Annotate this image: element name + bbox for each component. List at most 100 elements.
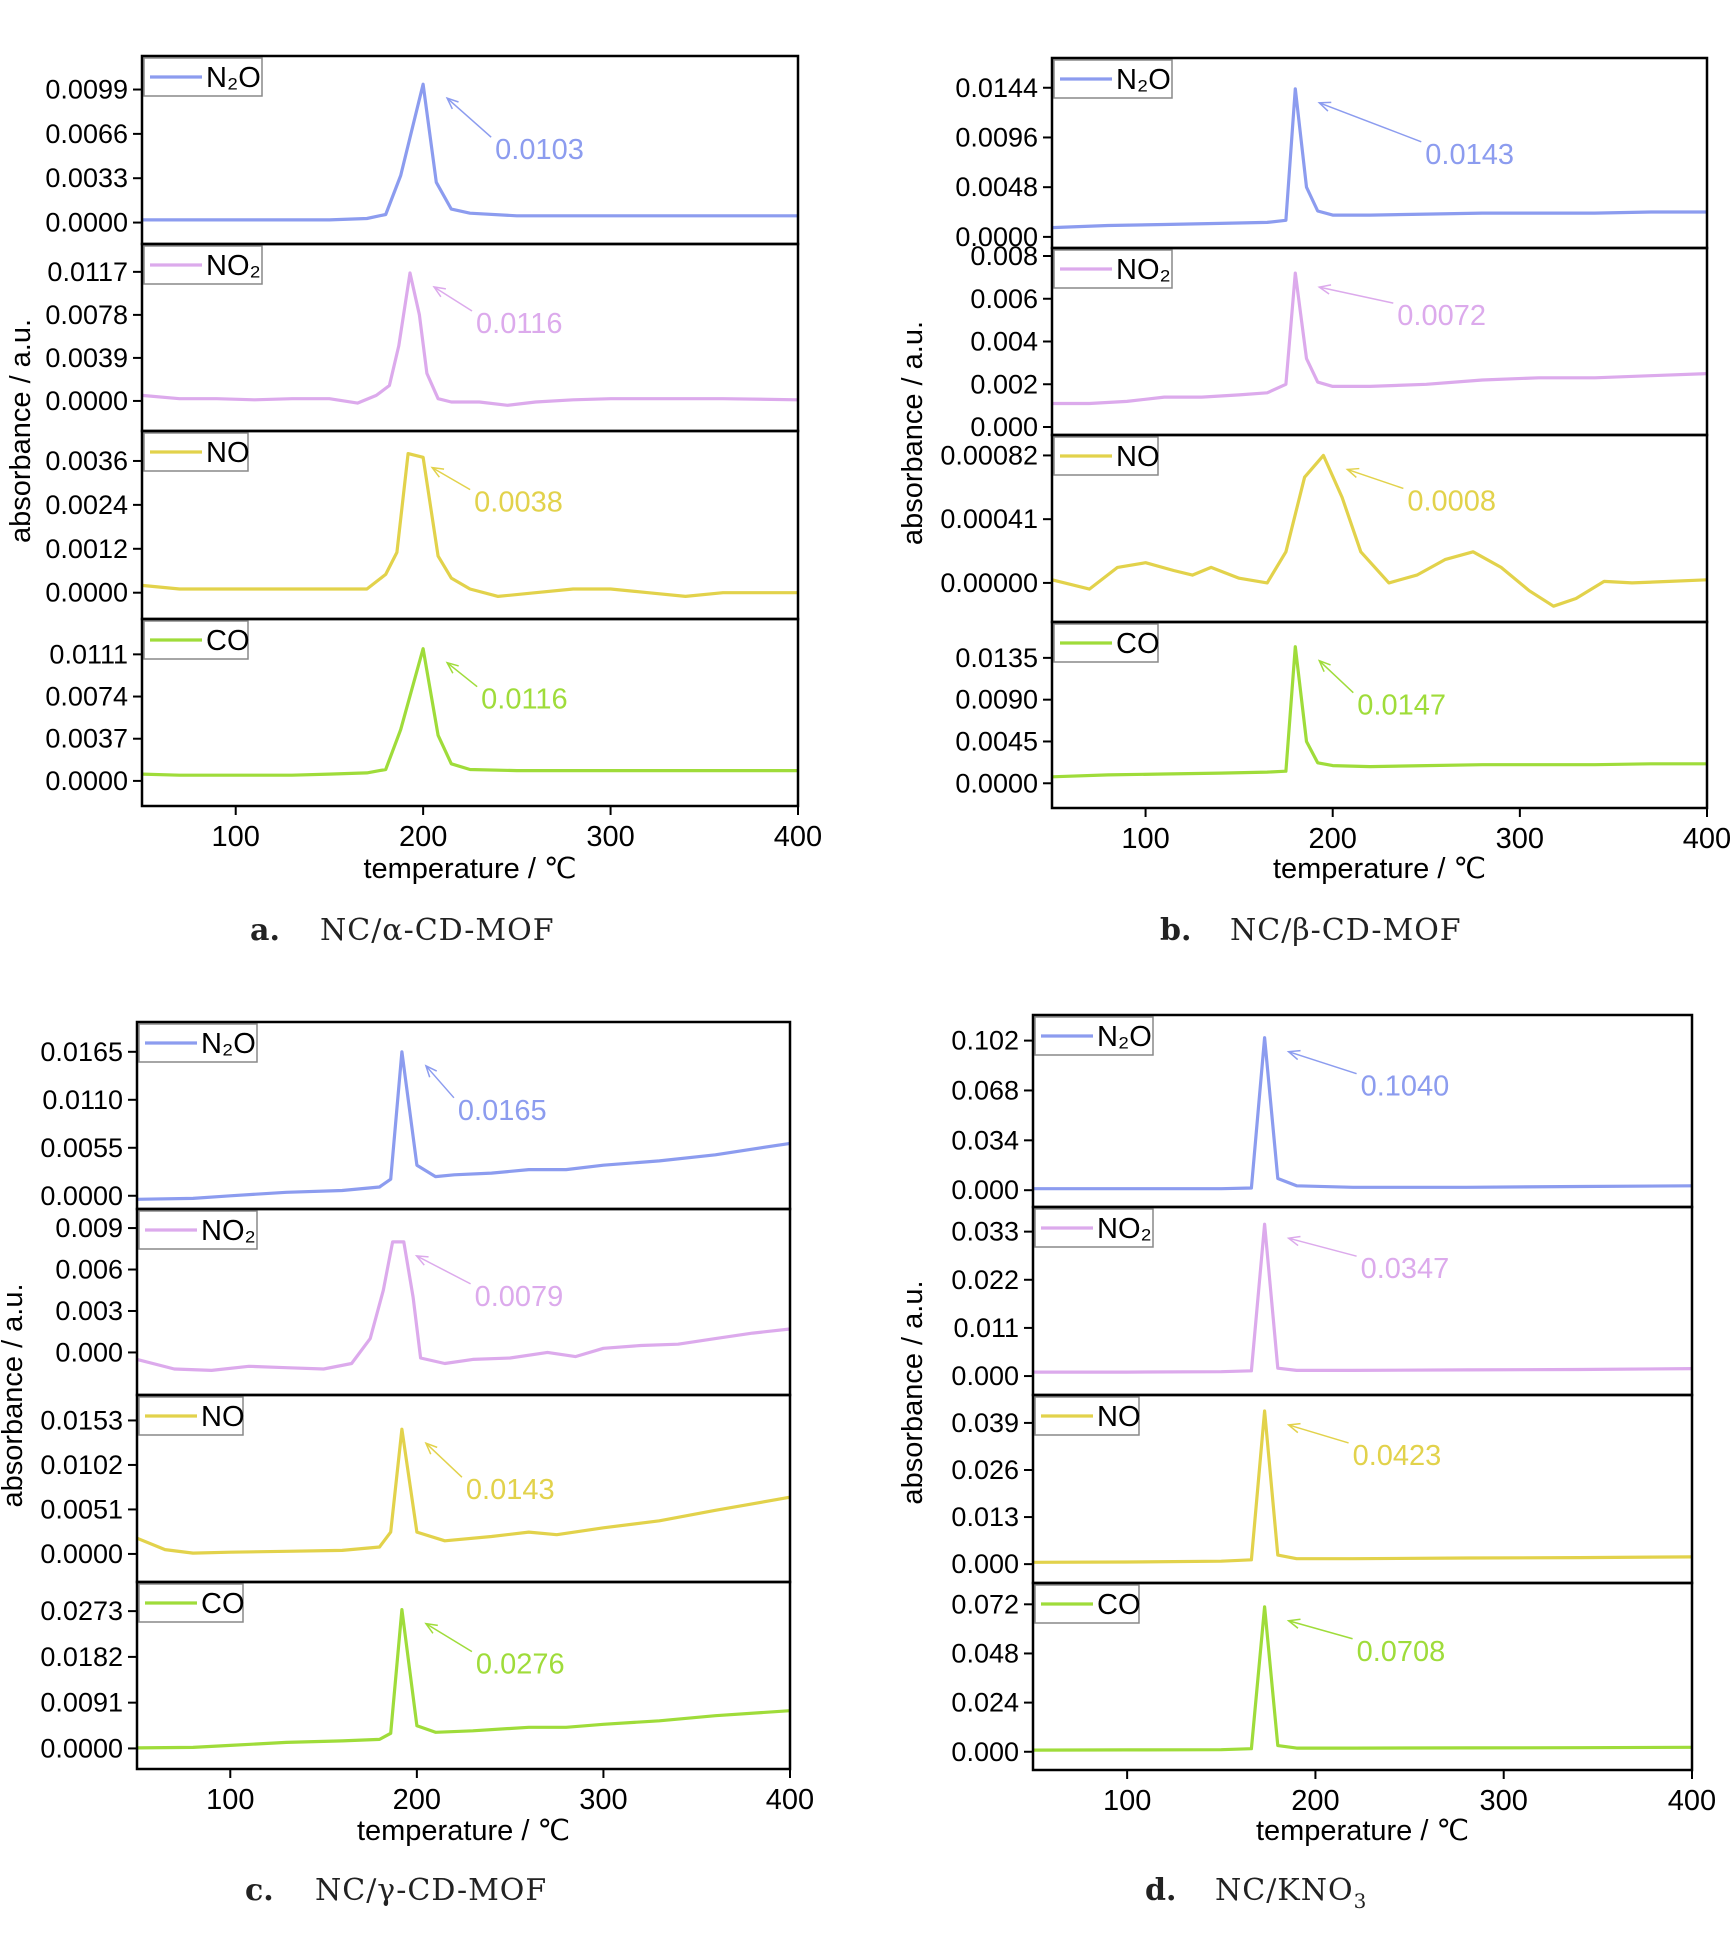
- peak-arrow: [431, 466, 471, 491]
- series-strip-3: 0.0036 0.0024 0.0012 0.0000 NO 0.0038: [45, 429, 800, 621]
- peak-value-label: 0.0072: [1397, 300, 1486, 332]
- series-line: [141, 452, 798, 599]
- y-tick-label: 0.0135: [955, 643, 1038, 673]
- y-tick-label: 0.0000: [45, 766, 128, 796]
- peak-arrowhead: [1317, 101, 1332, 112]
- y-tick-label: 0.048: [951, 1638, 1019, 1668]
- legend-label: NO: [201, 1401, 245, 1433]
- y-tick-label: 0.0099: [45, 75, 128, 105]
- peak-arrow: [425, 1442, 463, 1478]
- peak-value-label: 0.0276: [476, 1649, 565, 1681]
- legend-label: CO: [201, 1588, 245, 1620]
- x-tick-label: 300: [1496, 823, 1544, 855]
- series-strip-2: 0.033 0.022 0.011 0.000 NO₂ 0.0347: [951, 1205, 1694, 1397]
- y-tick-label: 0.0153: [40, 1405, 123, 1435]
- x-axis-label: temperature / ℃: [357, 1815, 570, 1847]
- peak-arrow: [1288, 1424, 1349, 1444]
- y-tick-label: 0.011: [953, 1313, 1019, 1343]
- strip-frame: [140, 617, 800, 808]
- y-tick-label: 0.0165: [40, 1037, 123, 1067]
- caption-text: NC/KNO: [1215, 1873, 1354, 1908]
- caption-text: NC/γ-CD-MOF: [315, 1873, 547, 1908]
- legend-label: NO: [1116, 441, 1160, 473]
- y-tick-label: 0.022: [951, 1265, 1019, 1295]
- y-tick-label: 0.034: [951, 1125, 1019, 1155]
- y-tick-label: 0.0000: [40, 1539, 123, 1569]
- peak-arrowhead: [432, 285, 446, 298]
- peak-value-label: 0.0079: [475, 1281, 564, 1313]
- peak-value-label: 0.0116: [481, 684, 568, 716]
- y-tick-label: 0.024: [951, 1688, 1019, 1718]
- legend-label: NO₂: [1097, 1213, 1152, 1245]
- y-tick-label: 0.033: [951, 1217, 1019, 1247]
- strip-frame: [135, 1580, 792, 1771]
- y-axis-label: absorbance / a.u.: [897, 1280, 929, 1504]
- y-tick-label: 0.000: [951, 1175, 1019, 1205]
- peak-arrowhead: [1345, 467, 1360, 478]
- peak-arrowhead: [1317, 284, 1332, 295]
- x-tick-label: 300: [586, 821, 634, 853]
- legend-label: NO: [1097, 1401, 1141, 1433]
- peak-arrowhead: [424, 1064, 438, 1078]
- series-line: [1032, 1409, 1693, 1564]
- y-tick-label: 0.0117: [47, 257, 128, 287]
- chart-panel-1: 0.00990.00660.00330.0000N₂O0.01030.01170…: [5, 54, 822, 948]
- peak-arrowhead: [424, 1441, 438, 1455]
- y-axis-label: absorbance / a.u.: [0, 1283, 29, 1507]
- peak-arrow: [425, 1622, 473, 1653]
- chart-panel-3: 0.01650.01100.00550.0000N₂O0.01650.0090.…: [0, 1020, 814, 1908]
- caption-letter: b.: [1160, 913, 1191, 948]
- y-tick-label: 0.00041: [940, 504, 1038, 534]
- y-tick-label: 0.0000: [45, 208, 128, 238]
- y-tick-label: 0.0045: [955, 726, 1038, 756]
- peak-arrow: [1319, 286, 1394, 304]
- peak-value-label: 0.0147: [1357, 690, 1446, 722]
- legend-label: N₂O: [1097, 1021, 1152, 1053]
- x-tick-label: 200: [1309, 823, 1357, 855]
- y-tick-label: 0.009: [55, 1213, 123, 1243]
- peak-value-label: 0.0423: [1353, 1440, 1442, 1472]
- y-tick-label: 0.0055: [40, 1133, 123, 1163]
- peak-arrow: [446, 97, 492, 138]
- chart-panel-4: 0.1020.0680.0340.000N₂O0.10400.0330.0220…: [897, 1013, 1716, 1913]
- peak-arrow: [433, 286, 473, 312]
- peak-arrow: [1288, 1237, 1357, 1257]
- series-line: [142, 82, 798, 222]
- legend-label: NO₂: [201, 1215, 256, 1247]
- peak-arrow: [1288, 1050, 1357, 1075]
- series-line: [1032, 1605, 1693, 1752]
- y-tick-label: 0.102: [951, 1026, 1019, 1056]
- caption-letter: d.: [1145, 1873, 1176, 1908]
- peak-arrowhead: [1317, 659, 1331, 673]
- caption-letter: a.: [250, 913, 280, 948]
- y-tick-label: 0.039: [951, 1408, 1019, 1438]
- series-strip-2: 0.009 0.006 0.003 0.000 NO₂ 0.0079: [55, 1207, 792, 1397]
- legend-label: NO₂: [206, 250, 261, 282]
- y-tick-label: 0.072: [951, 1589, 1019, 1619]
- y-tick-label: 0.008: [970, 241, 1038, 271]
- y-tick-label: 0.000: [55, 1337, 123, 1367]
- y-tick-label: 0.0078: [45, 300, 128, 330]
- peak-value-label: 0.0038: [474, 487, 563, 519]
- peak-arrowhead: [424, 1622, 438, 1634]
- peak-value-label: 0.0165: [458, 1095, 547, 1127]
- y-tick-label: 0.0144: [955, 73, 1038, 103]
- series-line: [1051, 87, 1707, 230]
- y-tick-label: 0.003: [55, 1296, 123, 1326]
- y-tick-label: 0.0111: [49, 639, 128, 669]
- series-strip-1: 0.0144 0.0096 0.0048 0.0000 N₂O 0.0143: [955, 56, 1709, 252]
- peak-value-label: 0.1040: [1361, 1071, 1450, 1103]
- x-axis-label: temperature / ℃: [363, 853, 576, 885]
- caption-title: NC/α-CD-MOF: [320, 913, 555, 948]
- y-tick-label: 0.0051: [40, 1494, 123, 1524]
- peak-arrow: [425, 1065, 455, 1099]
- y-tick-label: 0.006: [970, 284, 1038, 314]
- y-tick-label: 0.002: [970, 369, 1038, 399]
- series-strip-4: 0.0135 0.0090 0.0045 0.0000 CO 0.0147: [955, 620, 1709, 810]
- y-tick-label: 0.0000: [40, 1733, 123, 1763]
- series-line: [1051, 453, 1708, 608]
- x-tick-label: 200: [1291, 1785, 1339, 1817]
- y-tick-label: 0.0036: [45, 446, 128, 476]
